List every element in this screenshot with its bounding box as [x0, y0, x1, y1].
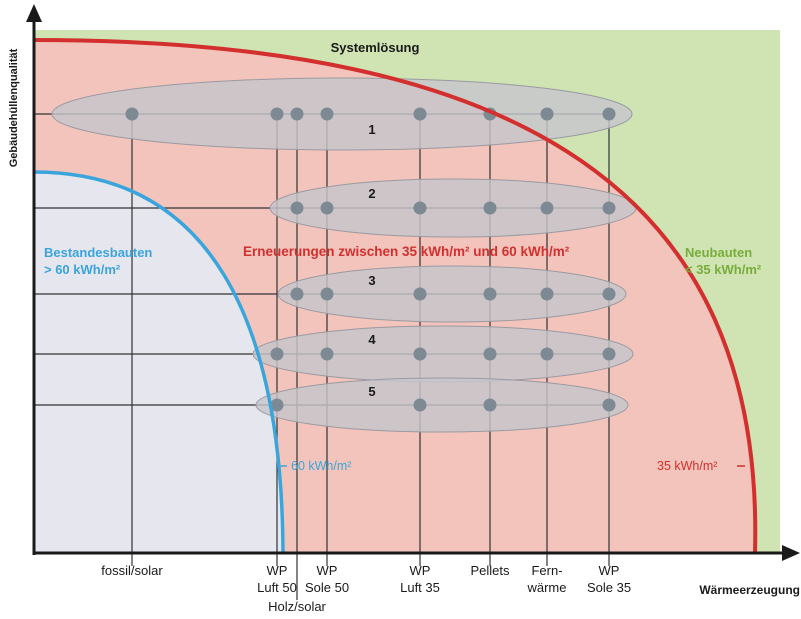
solution-dot-4-fernwaerme	[540, 347, 554, 361]
diagram-title: Systemlösung	[331, 40, 420, 55]
solution-dot-1-wp_luft_35	[413, 107, 427, 121]
bestandesbauten-title: Bestandesbauten	[44, 245, 152, 260]
solution-dot-2-fernwaerme	[540, 201, 554, 215]
system-label-wp_sole_50: WP Sole 50	[305, 563, 349, 595]
y-axis-arrow-icon	[26, 4, 42, 22]
solution-dot-2-holz_solar	[290, 201, 304, 215]
bestandesbauten-zone	[34, 172, 283, 553]
system-label-wp_luft_50: WP Luft 50	[257, 563, 297, 595]
system-label-fernwaerme: Fern-wärme	[526, 563, 566, 595]
system-label-holz_solar: Holz/solar	[268, 599, 326, 614]
solution-dot-3-holz_solar	[290, 287, 304, 301]
solution-ellipse-3	[277, 265, 627, 323]
solution-dot-3-wp_luft_35	[413, 287, 427, 301]
solution-ellipses: 1 2 3 4 5	[51, 77, 637, 433]
solution-dot-5-wp_luft_35	[413, 398, 427, 412]
solution-dot-1-wp_sole_50	[320, 107, 334, 121]
solution-number-3: 3	[368, 273, 375, 288]
neubauten-boundary-curve	[33, 38, 758, 554]
bestandesbauten-boundary-curve	[33, 170, 285, 554]
solution-dot-4-wp_luft_35	[413, 347, 427, 361]
solution-ellipse-4	[252, 325, 634, 383]
solution-dot-4-wp_sole_50	[320, 347, 334, 361]
solution-dot-3-wp_sole_35	[602, 287, 616, 301]
bestandesbauten-subtitle: > 60 kWh/m²	[44, 262, 121, 277]
erneuerungen-boundary-label: 35 kWh/m²	[657, 459, 717, 473]
solution-dot-5-wp_luft_50	[270, 398, 284, 412]
solution-dot-3-fernwaerme	[540, 287, 554, 301]
solution-dot-1-wp_luft_50	[270, 107, 284, 121]
solution-dot-4-pellets	[483, 347, 497, 361]
system-labels: fossil/solar WP Luft 50 Holz/solar WP Sole 50…	[101, 563, 631, 614]
solution-dot-4-wp_luft_50	[270, 347, 284, 361]
neubauten-subtitle: < 35 kWh/m²	[685, 262, 762, 277]
solution-ellipse-1	[51, 77, 633, 151]
solution-dot-3-wp_sole_50	[320, 287, 334, 301]
bestandesbauten-boundary-label: 60 kWh/m²	[291, 459, 351, 473]
x-axis-label: Wärmeerzeugung	[699, 583, 800, 597]
solution-number-4: 4	[368, 332, 376, 347]
system-label-pellets: Pellets	[470, 563, 510, 578]
solution-dot-1-fernwaerme	[540, 107, 554, 121]
solution-ellipse-5	[255, 377, 629, 433]
solution-dot-5-wp_sole_35	[602, 398, 616, 412]
system-label-wp_sole_35: WP Sole 35	[587, 563, 631, 595]
solution-dot-4-wp_sole_35	[602, 347, 616, 361]
system-label-fossil_solar: fossil/solar	[101, 563, 163, 578]
solution-number-1: 1	[368, 122, 375, 137]
solution-dot-2-wp_sole_35	[602, 201, 616, 215]
solution-dot-1-wp_sole_35	[602, 107, 616, 121]
x-axis-arrow-icon	[782, 545, 800, 561]
solution-number-2: 2	[368, 186, 375, 201]
solution-dot-2-wp_luft_35	[413, 201, 427, 215]
y-axis-label: Gebäudehüllenqualität	[8, 48, 20, 167]
solution-dot-5-pellets	[483, 398, 497, 412]
solution-number-5: 5	[368, 384, 375, 399]
system-label-wp_luft_35: WP Luft 35	[400, 563, 440, 595]
solution-dot-1-fossil_solar	[125, 107, 139, 121]
solution-dot-2-pellets	[483, 201, 497, 215]
solution-dot-3-pellets	[483, 287, 497, 301]
solution-dot-1-holz_solar	[290, 107, 304, 121]
neubauten-title: Neubauten	[685, 245, 752, 260]
solution-dot-2-wp_sole_50	[320, 201, 334, 215]
erneuerungen-title: Erneuerungen zwischen 35 kWh/m² und 60 k…	[243, 244, 570, 259]
